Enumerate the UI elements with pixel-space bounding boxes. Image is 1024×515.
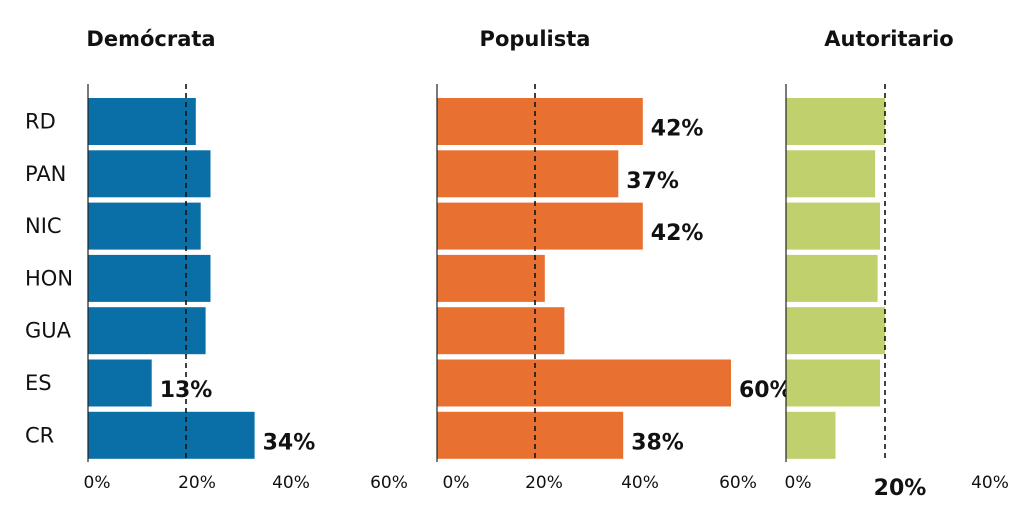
panel-title-populista: Populista <box>480 27 591 51</box>
data-label-populista-pan: 37% <box>626 169 679 194</box>
bar-demcrata-pan <box>88 150 211 198</box>
bar-autoritario-cr <box>786 411 836 459</box>
category-label-pan: PAN <box>25 162 66 186</box>
tick-label-autoritario-1: 20% <box>874 476 927 501</box>
panel-title-demcrata: Demócrata <box>86 27 215 51</box>
bar-demcrata-nic <box>88 202 201 250</box>
tick-label-demcrata-1: 20% <box>178 473 216 493</box>
bar-populista-es <box>437 359 731 407</box>
bar-demcrata-es <box>88 359 152 407</box>
bar-demcrata-rd <box>88 98 196 145</box>
bar-populista-nic <box>437 202 643 250</box>
tick-label-populista-3: 60% <box>719 473 757 493</box>
category-label-cr: CR <box>25 423 54 447</box>
category-label-es: ES <box>25 371 52 395</box>
category-label-rd: RD <box>25 110 56 134</box>
tick-label-demcrata-0: 0% <box>84 473 111 493</box>
category-label-gua: GUA <box>25 319 72 343</box>
tick-label-populista-0: 0% <box>443 473 470 493</box>
data-label-populista-cr: 38% <box>631 430 684 455</box>
bar-demcrata-gua <box>88 307 206 355</box>
bar-autoritario-pan <box>786 150 876 198</box>
bar-autoritario-nic <box>786 202 881 250</box>
data-label-populista-es: 60% <box>739 378 792 403</box>
bar-autoritario-rd <box>786 98 885 145</box>
tick-label-demcrata-3: 60% <box>370 473 408 493</box>
bar-autoritario-hon <box>786 254 878 302</box>
bar-populista-gua <box>437 307 565 355</box>
data-label-populista-nic: 42% <box>651 221 704 246</box>
bar-populista-pan <box>437 150 619 198</box>
category-label-nic: NIC <box>25 214 62 238</box>
category-label-hon: HON <box>25 266 73 290</box>
tick-label-autoritario-2: 40% <box>971 473 1009 493</box>
data-label-demcrata-es: 13% <box>160 378 213 403</box>
panel-title-autoritario: Autoritario <box>824 27 953 51</box>
bar-populista-rd <box>437 98 643 145</box>
bar-populista-hon <box>437 254 545 302</box>
bar-autoritario-gua <box>786 307 885 355</box>
tick-label-autoritario-0: 0% <box>785 473 812 493</box>
tick-label-populista-2: 40% <box>621 473 659 493</box>
tick-label-populista-1: 20% <box>525 473 563 493</box>
bar-autoritario-es <box>786 359 881 407</box>
bar-demcrata-cr <box>88 411 255 459</box>
tick-label-demcrata-2: 40% <box>272 473 310 493</box>
bar-populista-cr <box>437 411 624 459</box>
bar-demcrata-hon <box>88 254 211 302</box>
data-label-populista-rd: 42% <box>651 117 704 142</box>
data-label-demcrata-cr: 34% <box>263 430 316 455</box>
